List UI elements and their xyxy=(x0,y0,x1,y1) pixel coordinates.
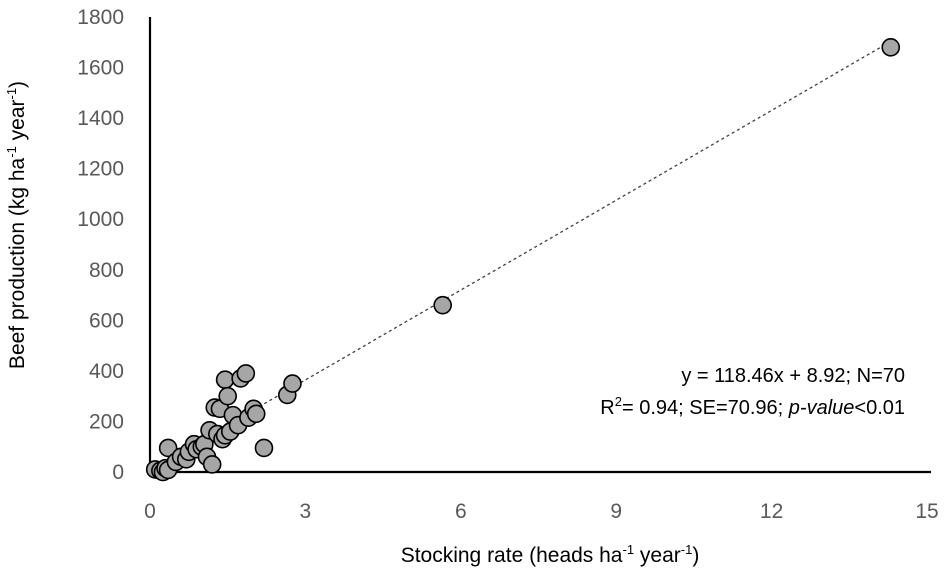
y-tick-label: 800 xyxy=(89,259,124,282)
data-point xyxy=(158,438,178,458)
y-tick-label: 1000 xyxy=(77,208,124,231)
trendline-layer xyxy=(149,40,892,471)
data-point xyxy=(881,38,901,57)
data-point xyxy=(215,370,235,390)
regression-stats: R2= 0.94; SE=70.96; p-value<0.01 xyxy=(600,394,905,419)
x-tick-label: 9 xyxy=(610,500,622,523)
y-axis-label: Beef production (kg ha-1 year-1) xyxy=(4,81,29,369)
points-layer xyxy=(145,38,901,482)
x-tick-label: 6 xyxy=(455,500,467,523)
x-tick-label: 12 xyxy=(760,500,783,523)
y-tick-label: 1600 xyxy=(77,57,124,80)
data-point xyxy=(246,404,266,424)
x-tick-label: 15 xyxy=(915,500,938,523)
x-tick-label: 3 xyxy=(300,500,312,523)
y-tick-label: 200 xyxy=(89,410,124,433)
data-point xyxy=(236,364,256,383)
y-tick-label: 600 xyxy=(89,309,124,332)
data-point xyxy=(433,295,452,315)
x-axis-label: Stocking rate (heads ha-1 year-1) xyxy=(401,542,700,567)
x-tick-label: 0 xyxy=(144,500,156,523)
y-tick-label: 1400 xyxy=(77,107,124,130)
trendline xyxy=(149,40,892,471)
y-tick-label: 1800 xyxy=(77,6,124,29)
data-point xyxy=(283,374,302,393)
axes-layer xyxy=(148,17,931,474)
ticks-layer: 0 200 400 600 800 1000 1200 1400 1600 1800 0 3 6 9 12 1… xyxy=(77,6,938,523)
y-tick-label: 400 xyxy=(89,360,124,383)
y-tick-label: 1200 xyxy=(77,158,124,181)
regression-equation: y = 118.46x + 8.92; N=70 xyxy=(681,365,905,387)
data-point xyxy=(218,386,237,406)
data-point xyxy=(202,455,222,474)
y-tick-label: 0 xyxy=(112,461,124,484)
data-point xyxy=(254,438,274,458)
